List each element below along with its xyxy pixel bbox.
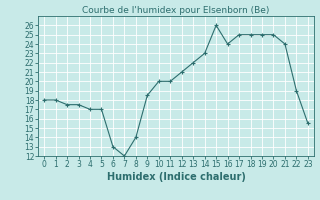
Title: Courbe de l'humidex pour Elsenborn (Be): Courbe de l'humidex pour Elsenborn (Be) — [82, 6, 270, 15]
X-axis label: Humidex (Indice chaleur): Humidex (Indice chaleur) — [107, 172, 245, 182]
